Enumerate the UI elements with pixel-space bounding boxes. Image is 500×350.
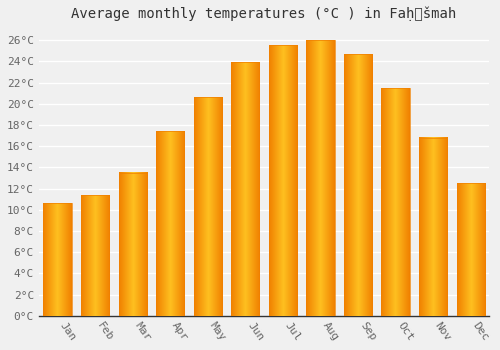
Title: Average monthly temperatures (°C ) in Faḥ͜šmah: Average monthly temperatures (°C ) in Fa… bbox=[72, 7, 456, 21]
Bar bbox=[306, 40, 334, 316]
Bar bbox=[231, 62, 260, 316]
Bar bbox=[456, 183, 484, 316]
Bar bbox=[118, 173, 147, 316]
Bar bbox=[81, 195, 109, 316]
Bar bbox=[344, 54, 372, 316]
Bar bbox=[44, 203, 72, 316]
Bar bbox=[194, 97, 222, 316]
Bar bbox=[382, 88, 409, 316]
Bar bbox=[419, 138, 447, 316]
Bar bbox=[269, 46, 297, 316]
Bar bbox=[156, 131, 184, 316]
